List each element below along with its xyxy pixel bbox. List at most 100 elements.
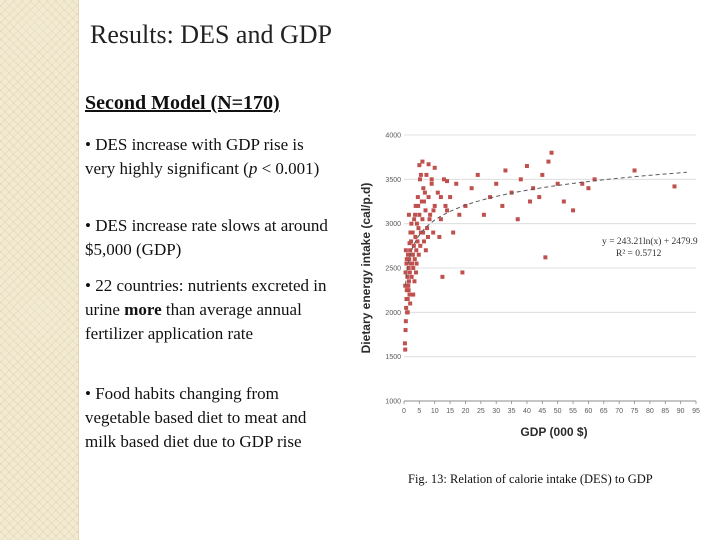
data-point	[524, 164, 529, 169]
data-point	[481, 212, 486, 217]
data-point	[413, 203, 418, 208]
data-point	[416, 203, 421, 208]
data-point	[494, 181, 499, 186]
data-point	[416, 226, 421, 231]
data-point	[421, 239, 426, 244]
x-tick-label: 10	[431, 408, 439, 415]
data-point	[425, 226, 430, 231]
data-point	[546, 159, 551, 164]
data-point	[412, 257, 417, 262]
data-point	[543, 255, 548, 260]
data-point	[403, 283, 408, 288]
x-tick-label: 65	[600, 408, 608, 415]
trend-equation: y = 243.21ln(x) + 2479.9	[602, 236, 698, 247]
y-tick-label: 3500	[385, 177, 401, 184]
data-point	[406, 212, 411, 217]
data-point	[404, 261, 409, 266]
data-point	[421, 230, 426, 235]
y-tick-label: 4000	[385, 133, 401, 140]
trendline	[405, 171, 687, 285]
data-point	[592, 177, 597, 182]
data-point	[422, 190, 427, 195]
data-point	[421, 199, 426, 204]
data-point	[410, 252, 415, 257]
data-point	[419, 199, 424, 204]
data-point	[406, 266, 411, 270]
data-point	[409, 221, 414, 226]
x-tick-label: 55	[569, 408, 577, 415]
data-point	[414, 221, 419, 226]
data-point	[405, 274, 410, 279]
bullet-1-tail: < 0.001)	[257, 159, 320, 178]
data-point	[408, 248, 413, 253]
data-point	[425, 234, 430, 239]
y-tick-label: 2000	[385, 310, 401, 317]
data-point	[405, 252, 410, 257]
data-point	[409, 261, 414, 266]
data-point	[412, 217, 417, 222]
data-point	[426, 162, 431, 167]
data-point	[426, 195, 431, 200]
data-point	[438, 195, 443, 200]
figure-caption: Fig. 13: Relation of calorie intake (DES…	[408, 472, 653, 486]
data-point	[454, 181, 459, 186]
x-tick-label: 70	[615, 408, 623, 415]
data-point	[561, 199, 566, 204]
data-point	[403, 347, 408, 352]
data-point	[417, 163, 422, 168]
data-point	[528, 199, 533, 204]
data-point	[420, 159, 425, 164]
data-point	[410, 230, 415, 235]
data-point	[407, 257, 412, 262]
data-point	[411, 243, 416, 248]
y-tick-label: 3000	[385, 221, 401, 228]
data-point	[432, 203, 437, 208]
x-tick-label: 95	[692, 408, 700, 415]
data-point	[407, 241, 412, 246]
data-point	[428, 212, 433, 217]
data-point	[457, 212, 462, 217]
data-point	[403, 319, 408, 324]
data-point	[469, 186, 474, 191]
data-point	[549, 150, 554, 155]
data-point	[402, 341, 407, 346]
data-point	[418, 230, 423, 235]
y-tick-label: 1000	[385, 399, 401, 406]
data-point	[438, 217, 443, 222]
x-tick-label: 15	[446, 408, 454, 415]
data-point	[423, 248, 428, 253]
data-point	[418, 243, 423, 248]
x-tick-label: 50	[554, 408, 562, 415]
data-point	[448, 195, 453, 200]
data-point	[411, 266, 416, 270]
data-point	[429, 177, 434, 182]
data-point	[420, 217, 425, 222]
data-point	[540, 172, 545, 177]
data-point	[403, 328, 408, 333]
data-point	[429, 181, 434, 186]
data-point	[531, 186, 536, 191]
data-point	[403, 248, 408, 253]
scatter-chart: 1000 1500 2000 2500 3000 3500 4000 0 5 10 15 20 25 3…	[359, 133, 700, 440]
data-point	[405, 310, 410, 315]
data-point	[488, 195, 493, 200]
x-tick-label: 85	[661, 408, 669, 415]
data-point	[413, 270, 418, 275]
data-points	[402, 150, 677, 352]
data-point	[423, 208, 428, 213]
data-point	[413, 234, 418, 239]
y-tick-label: 1500	[385, 354, 401, 361]
data-point	[435, 190, 440, 195]
y-tick-label: 2500	[385, 266, 401, 273]
data-point	[431, 208, 436, 213]
data-point	[443, 203, 448, 208]
data-point	[415, 195, 420, 200]
x-tick-label: 75	[631, 408, 639, 415]
slide-title: Results: DES and GDP	[90, 20, 332, 49]
data-point	[411, 292, 416, 297]
data-point	[500, 203, 505, 208]
data-point	[416, 252, 421, 257]
data-point	[445, 179, 450, 184]
data-point	[413, 212, 418, 217]
side-strip-border	[78, 0, 79, 540]
